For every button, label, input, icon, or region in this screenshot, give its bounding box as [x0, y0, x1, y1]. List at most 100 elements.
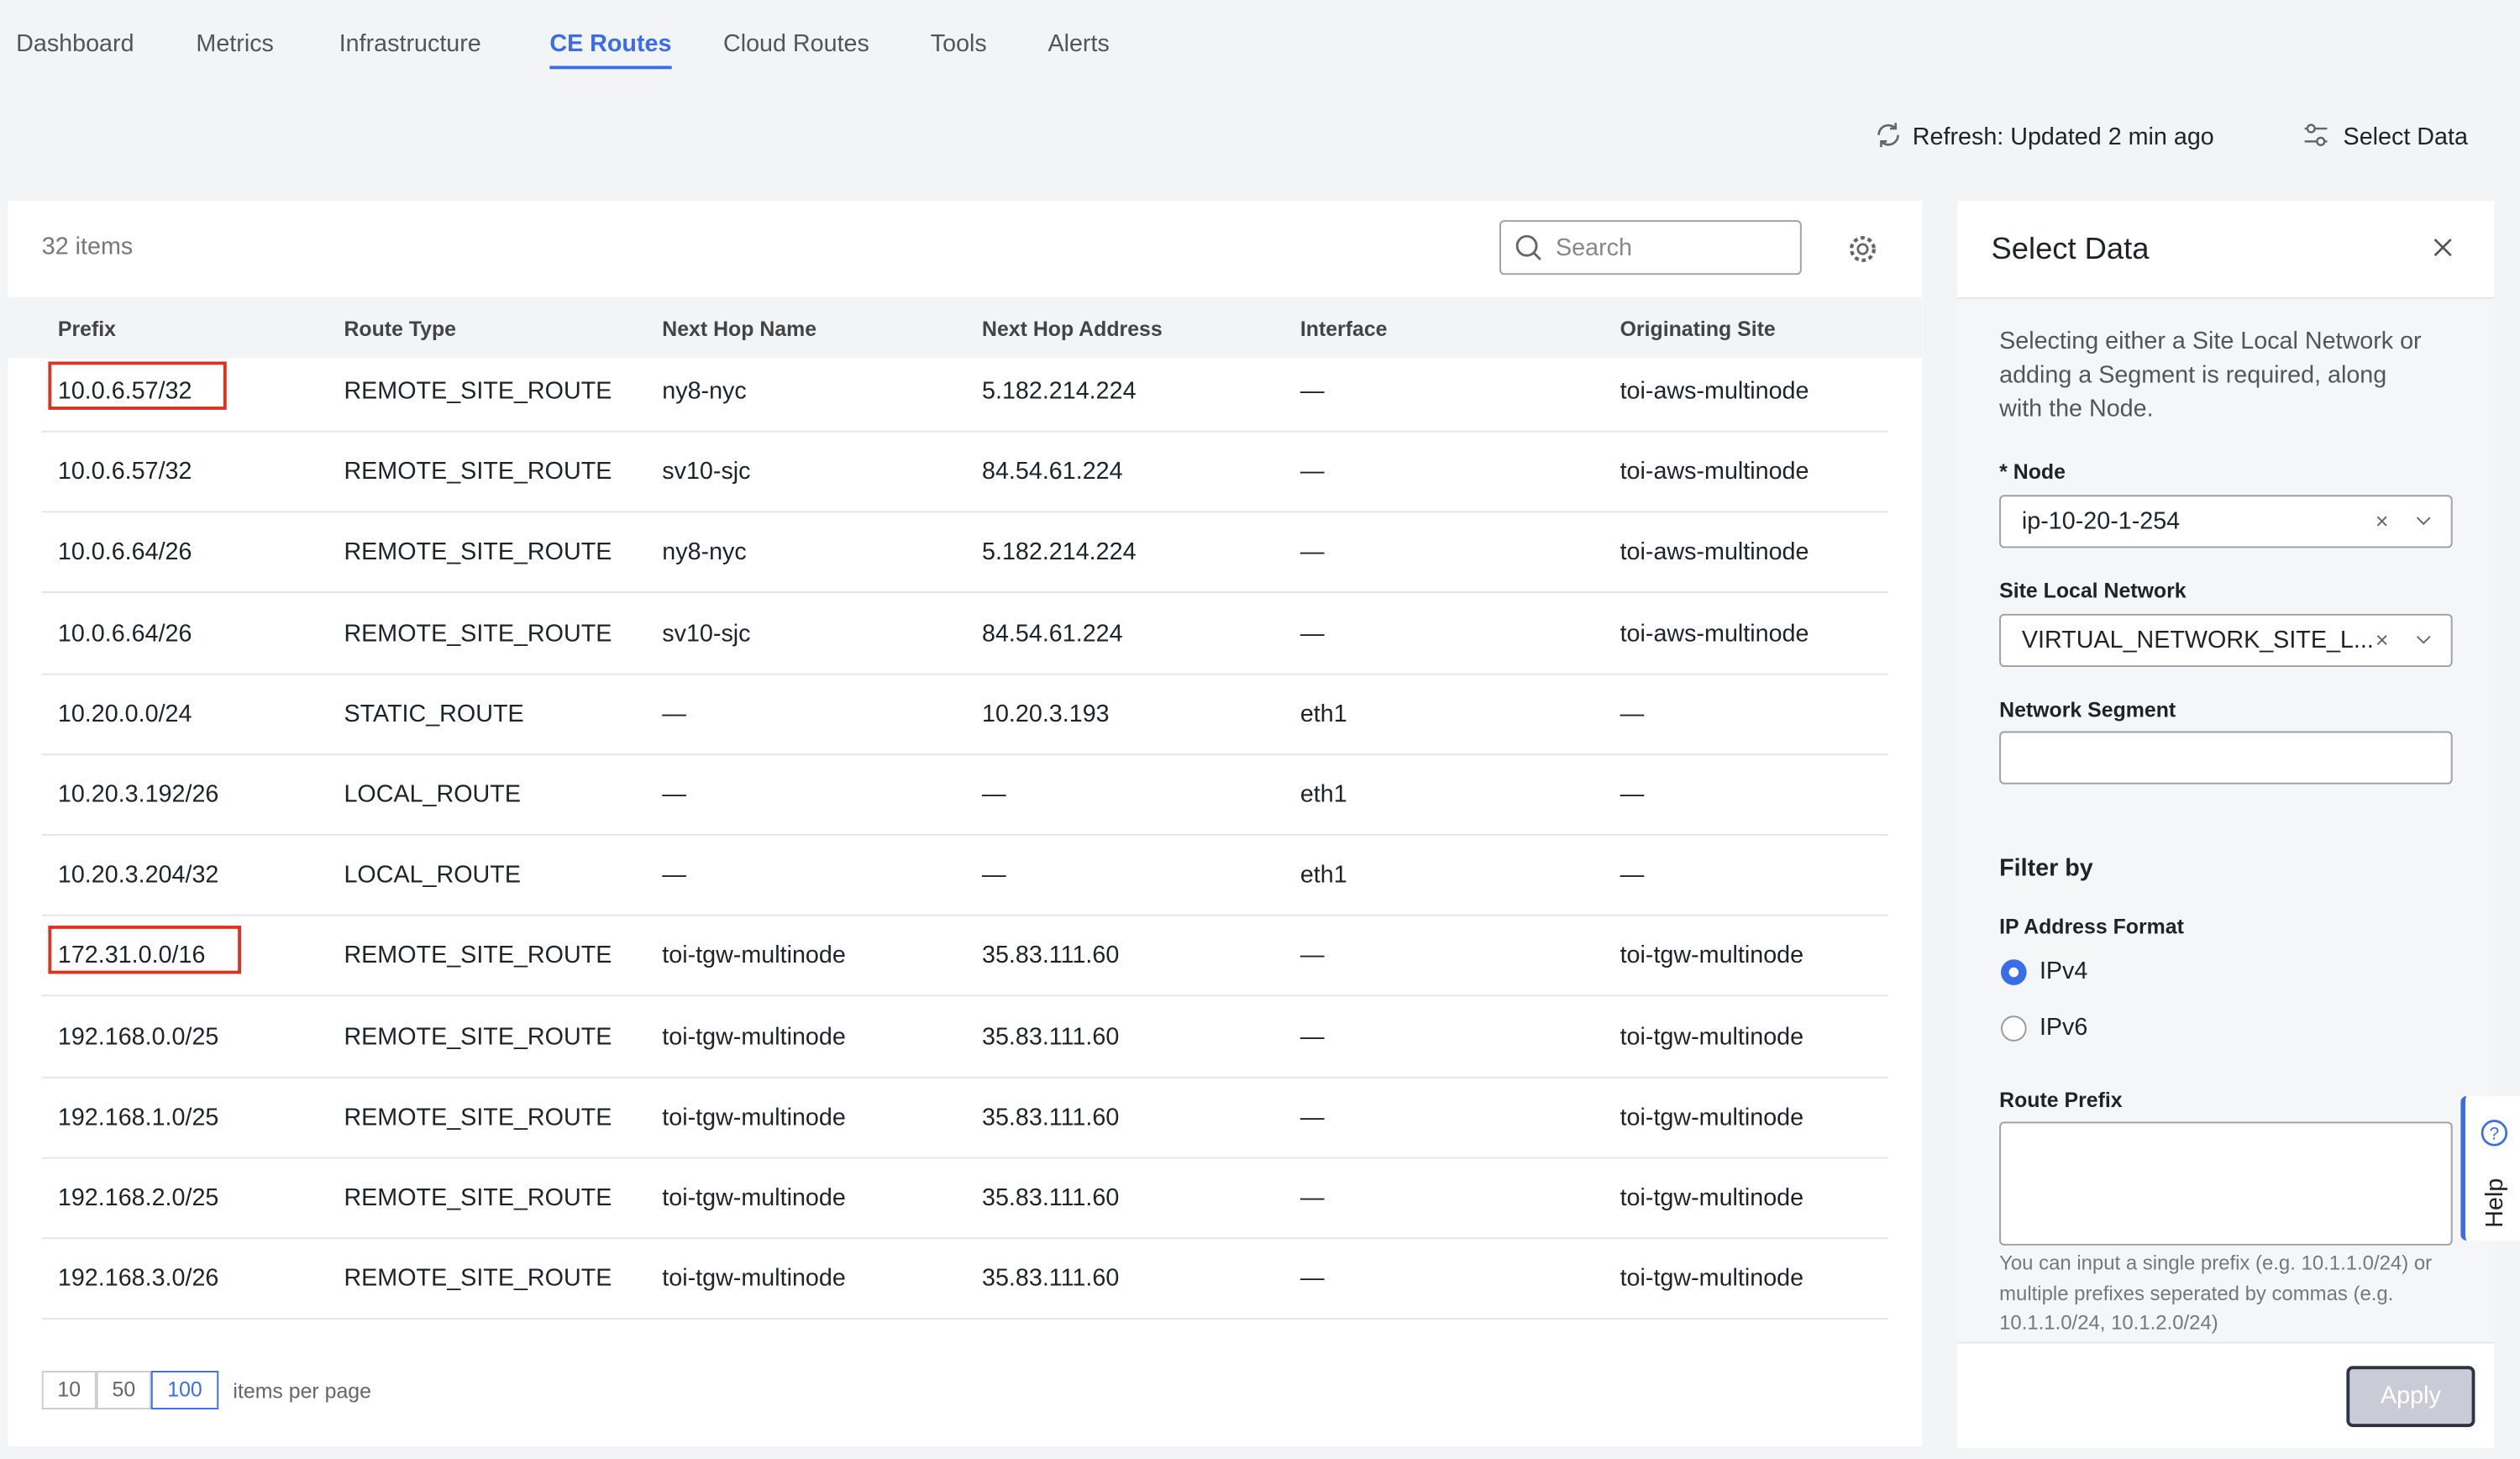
panel-body — [1957, 297, 2495, 1448]
search-box[interactable]: Search — [1499, 220, 1802, 276]
table-cell: 84.54.61.224 — [982, 458, 1123, 486]
table-cell: 192.168.1.0/25 — [57, 1104, 219, 1131]
table-cell: 192.168.2.0/25 — [57, 1184, 219, 1212]
page-size-label: items per page — [233, 1378, 371, 1404]
table-cell: — — [662, 780, 686, 809]
table-cell: 35.83.111.60 — [982, 942, 1120, 970]
table-cell: — — [1299, 538, 1325, 567]
table-cell: — — [1299, 1184, 1325, 1212]
description-line: with the Node. — [1999, 395, 2154, 423]
node-select[interactable]: ip-10-20-1-254 × — [1999, 495, 2453, 548]
page-size-option[interactable]: 10 — [41, 1371, 97, 1409]
table-cell: 10.20.3.193 — [982, 700, 1110, 728]
segment-label: Network Segment — [1999, 697, 2176, 722]
column-header[interactable]: Next Hop Address — [982, 316, 1163, 341]
select-data-button[interactable]: Select Data — [2302, 120, 2468, 151]
page-size-option[interactable]: 50 — [96, 1371, 151, 1409]
table-cell: eth1 — [1299, 700, 1347, 728]
table-cell: ny8-nyc — [662, 538, 747, 567]
table-cell: 35.83.111.60 — [982, 1022, 1120, 1051]
settings-icon[interactable] — [1846, 233, 1878, 265]
panel-title: Select Data — [1991, 233, 2150, 267]
table-cell: — — [1299, 1265, 1325, 1293]
table-cell: eth1 — [1299, 861, 1347, 890]
table-cell: — — [1299, 377, 1325, 406]
node-label: Node — [2013, 459, 2066, 484]
row-divider — [41, 1157, 1889, 1159]
table-cell: — — [1299, 458, 1325, 486]
table-cell: toi-aws-multinode — [1620, 458, 1809, 486]
site-select[interactable]: VIRTUAL_NETWORK_SITE_L... × — [1999, 613, 2453, 668]
table-cell: 192.168.3.0/26 — [57, 1265, 219, 1293]
close-icon[interactable] — [2433, 238, 2453, 257]
nav-tab[interactable]: Tools — [930, 30, 987, 58]
table-cell: REMOTE_SITE_ROUTE — [344, 377, 612, 406]
radio-label: IPv6 — [2039, 1014, 2088, 1042]
table-cell: toi-aws-multinode — [1620, 538, 1809, 567]
node-value: ip-10-20-1-254 — [2021, 507, 2181, 536]
page-size-option[interactable]: 100 — [150, 1371, 219, 1409]
table-cell: 35.83.111.60 — [982, 1265, 1120, 1293]
svg-text:?: ? — [2490, 1125, 2500, 1144]
radio[interactable] — [2001, 959, 2027, 985]
table-cell: — — [1299, 942, 1325, 970]
table-cell: toi-tgw-multinode — [1620, 1265, 1804, 1293]
table-cell: 10.0.6.57/32 — [57, 377, 192, 406]
row-divider — [41, 995, 1889, 997]
table-cell: toi-tgw-multinode — [1620, 942, 1804, 970]
prefix-textarea[interactable] — [1999, 1121, 2453, 1246]
nav-tab[interactable]: Cloud Routes — [722, 30, 869, 58]
prefix-label: Route Prefix — [1999, 1088, 2123, 1112]
help-line: You can input a single prefix (e.g. 10.1… — [1999, 1252, 2433, 1275]
table-cell: — — [1299, 1104, 1325, 1131]
description-line: adding a Segment is required, along — [1999, 361, 2387, 390]
column-header[interactable]: Route Type — [344, 316, 457, 341]
column-header[interactable]: Interface — [1299, 316, 1388, 341]
table-cell: REMOTE_SITE_ROUTE — [344, 1104, 612, 1131]
table-cell: eth1 — [1299, 780, 1347, 809]
table-cell: LOCAL_ROUTE — [344, 780, 521, 809]
row-divider — [41, 511, 1889, 513]
table-card: 32 items Search Prefix Route Type Next Hop… — [8, 201, 1923, 1446]
table-cell: — — [1299, 619, 1325, 648]
column-header[interactable]: Originating Site — [1620, 316, 1776, 341]
table-cell: 10.0.6.64/26 — [57, 619, 192, 648]
table-cell: REMOTE_SITE_ROUTE — [344, 942, 612, 970]
table-cell: — — [662, 700, 686, 728]
site-label: Site Local Network — [1999, 578, 2187, 603]
table-cell: LOCAL_ROUTE — [344, 861, 521, 890]
table-cell: 192.168.0.0/25 — [57, 1022, 219, 1051]
table-cell: toi-tgw-multinode — [662, 1265, 846, 1293]
column-header[interactable]: Next Hop Name — [662, 316, 817, 341]
nav-tab[interactable]: CE Routes — [549, 30, 672, 70]
help-tab[interactable]: ? Help — [2460, 1095, 2520, 1241]
row-divider — [41, 672, 1889, 674]
segment-input[interactable] — [1999, 731, 2453, 785]
sliders-icon — [2304, 123, 2328, 147]
highlight-box — [48, 361, 228, 410]
nav-tab[interactable]: Infrastructure — [339, 30, 481, 58]
table-cell: 10.0.6.57/32 — [57, 458, 192, 486]
table-cell: — — [1620, 780, 1645, 809]
radio[interactable] — [2001, 1016, 2027, 1042]
table-cell: REMOTE_SITE_ROUTE — [344, 458, 612, 486]
nav-tab[interactable]: Metrics — [196, 30, 274, 58]
apply-button[interactable]: Apply — [2346, 1366, 2475, 1427]
table-cell: sv10-sjc — [662, 458, 751, 486]
help-line: 10.1.1.0/24, 10.1.2.0/24) — [1999, 1311, 2218, 1335]
table-cell: 35.83.111.60 — [982, 1104, 1120, 1131]
help-line: multiple prefixes seperated by commas (e… — [1999, 1281, 2394, 1304]
table-cell: REMOTE_SITE_ROUTE — [344, 619, 612, 648]
table-cell: 172.31.0.0/16 — [57, 942, 206, 970]
column-header[interactable]: Prefix — [57, 316, 117, 341]
nav-tab[interactable]: Alerts — [1047, 30, 1110, 58]
refresh-button[interactable]: Refresh: Updated 2 min ago — [1874, 120, 2214, 151]
table-cell: toi-aws-multinode — [1620, 377, 1809, 406]
table-cell: — — [982, 861, 1006, 890]
side-panel: Select Data Selecting either a Site Loca… — [1957, 201, 2495, 1448]
nav-tab[interactable]: Dashboard — [16, 30, 134, 58]
required-mark: * — [1999, 459, 2008, 484]
select-data-text: Select Data — [2343, 123, 2468, 151]
highlight-box — [48, 926, 241, 975]
